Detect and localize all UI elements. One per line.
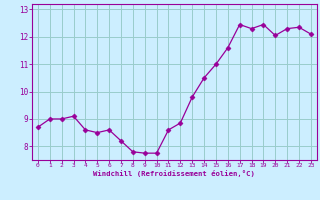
X-axis label: Windchill (Refroidissement éolien,°C): Windchill (Refroidissement éolien,°C) (93, 170, 255, 177)
